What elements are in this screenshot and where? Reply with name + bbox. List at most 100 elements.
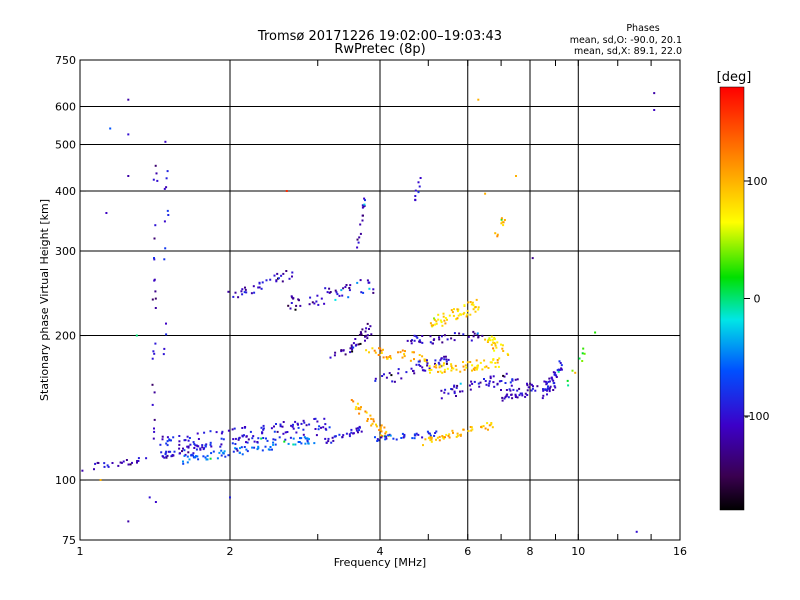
data-point	[334, 289, 337, 292]
data-point	[472, 308, 475, 311]
data-point	[477, 98, 480, 101]
y-tick-label: 100	[55, 474, 76, 487]
data-point	[245, 441, 247, 444]
data-point	[445, 360, 448, 363]
data-point	[205, 443, 208, 446]
data-point	[290, 424, 293, 427]
data-point	[471, 364, 474, 367]
data-point	[560, 364, 563, 367]
data-point	[265, 437, 267, 440]
data-point	[496, 341, 499, 344]
data-point	[490, 361, 493, 364]
data-point	[374, 379, 377, 382]
data-point	[245, 448, 248, 451]
data-point	[466, 361, 469, 364]
data-point	[244, 288, 247, 291]
y-tick-label: 200	[55, 330, 76, 343]
data-point	[490, 422, 493, 424]
data-point	[439, 365, 442, 368]
data-point	[429, 335, 432, 338]
data-point	[430, 368, 433, 371]
data-point	[196, 455, 199, 458]
data-point	[401, 356, 404, 359]
data-point	[196, 432, 199, 435]
data-point	[391, 380, 394, 383]
data-point	[275, 280, 278, 283]
data-point	[491, 426, 494, 429]
data-point	[178, 435, 181, 437]
data-point	[448, 436, 451, 439]
data-point	[477, 308, 480, 311]
data-point	[349, 351, 352, 354]
data-point	[494, 362, 497, 364]
data-point	[435, 322, 438, 325]
data-point	[357, 427, 359, 430]
data-point	[186, 461, 189, 464]
data-point	[366, 334, 369, 337]
data-point	[518, 387, 521, 390]
data-point	[334, 351, 337, 354]
data-point	[168, 438, 171, 441]
data-point	[313, 442, 316, 445]
data-point	[381, 435, 384, 438]
data-point	[376, 440, 379, 442]
data-point	[426, 364, 429, 367]
data-point	[106, 464, 109, 467]
data-point	[360, 430, 363, 433]
data-point	[438, 363, 441, 366]
data-point	[437, 318, 440, 321]
data-point	[281, 280, 284, 283]
data-point	[471, 428, 474, 431]
data-point	[447, 358, 450, 361]
data-point	[500, 380, 503, 382]
data-point	[426, 359, 428, 362]
data-point	[278, 436, 281, 439]
data-point	[97, 462, 100, 464]
data-point	[491, 338, 494, 341]
data-point	[469, 426, 472, 428]
data-point	[153, 391, 156, 394]
data-point	[487, 428, 489, 431]
data-point	[440, 357, 443, 360]
data-point	[436, 436, 439, 439]
data-point	[234, 447, 237, 450]
data-point	[320, 297, 323, 300]
data-point	[456, 317, 459, 320]
data-point	[466, 309, 469, 312]
data-point	[355, 429, 358, 432]
data-point	[423, 358, 426, 361]
chart-subtitle: RwPretec (8p)	[334, 42, 425, 57]
data-point	[455, 395, 457, 397]
data-point	[206, 454, 209, 457]
data-point	[348, 433, 351, 436]
data-point	[415, 432, 418, 435]
data-point	[446, 318, 448, 321]
data-point	[359, 223, 362, 226]
data-point	[324, 437, 327, 440]
data-point	[488, 424, 491, 427]
data-point	[273, 430, 276, 433]
data-point	[516, 389, 519, 392]
data-point	[292, 437, 295, 440]
data-point	[370, 424, 373, 427]
data-point	[524, 392, 527, 395]
data-point	[314, 417, 317, 420]
data-point	[446, 338, 449, 341]
data-point	[473, 332, 476, 335]
colorbar-tick-label: -100	[745, 410, 770, 423]
data-point	[187, 445, 190, 448]
data-point	[220, 432, 223, 435]
data-point	[340, 289, 343, 292]
data-point	[527, 386, 530, 389]
data-point	[463, 304, 466, 307]
data-point	[478, 385, 481, 388]
data-point	[488, 380, 491, 383]
data-point	[444, 317, 447, 319]
data-point	[548, 377, 551, 380]
data-point	[451, 388, 454, 391]
data-point	[445, 362, 448, 365]
data-point	[521, 394, 524, 397]
data-point	[313, 302, 316, 305]
data-point	[290, 302, 293, 304]
